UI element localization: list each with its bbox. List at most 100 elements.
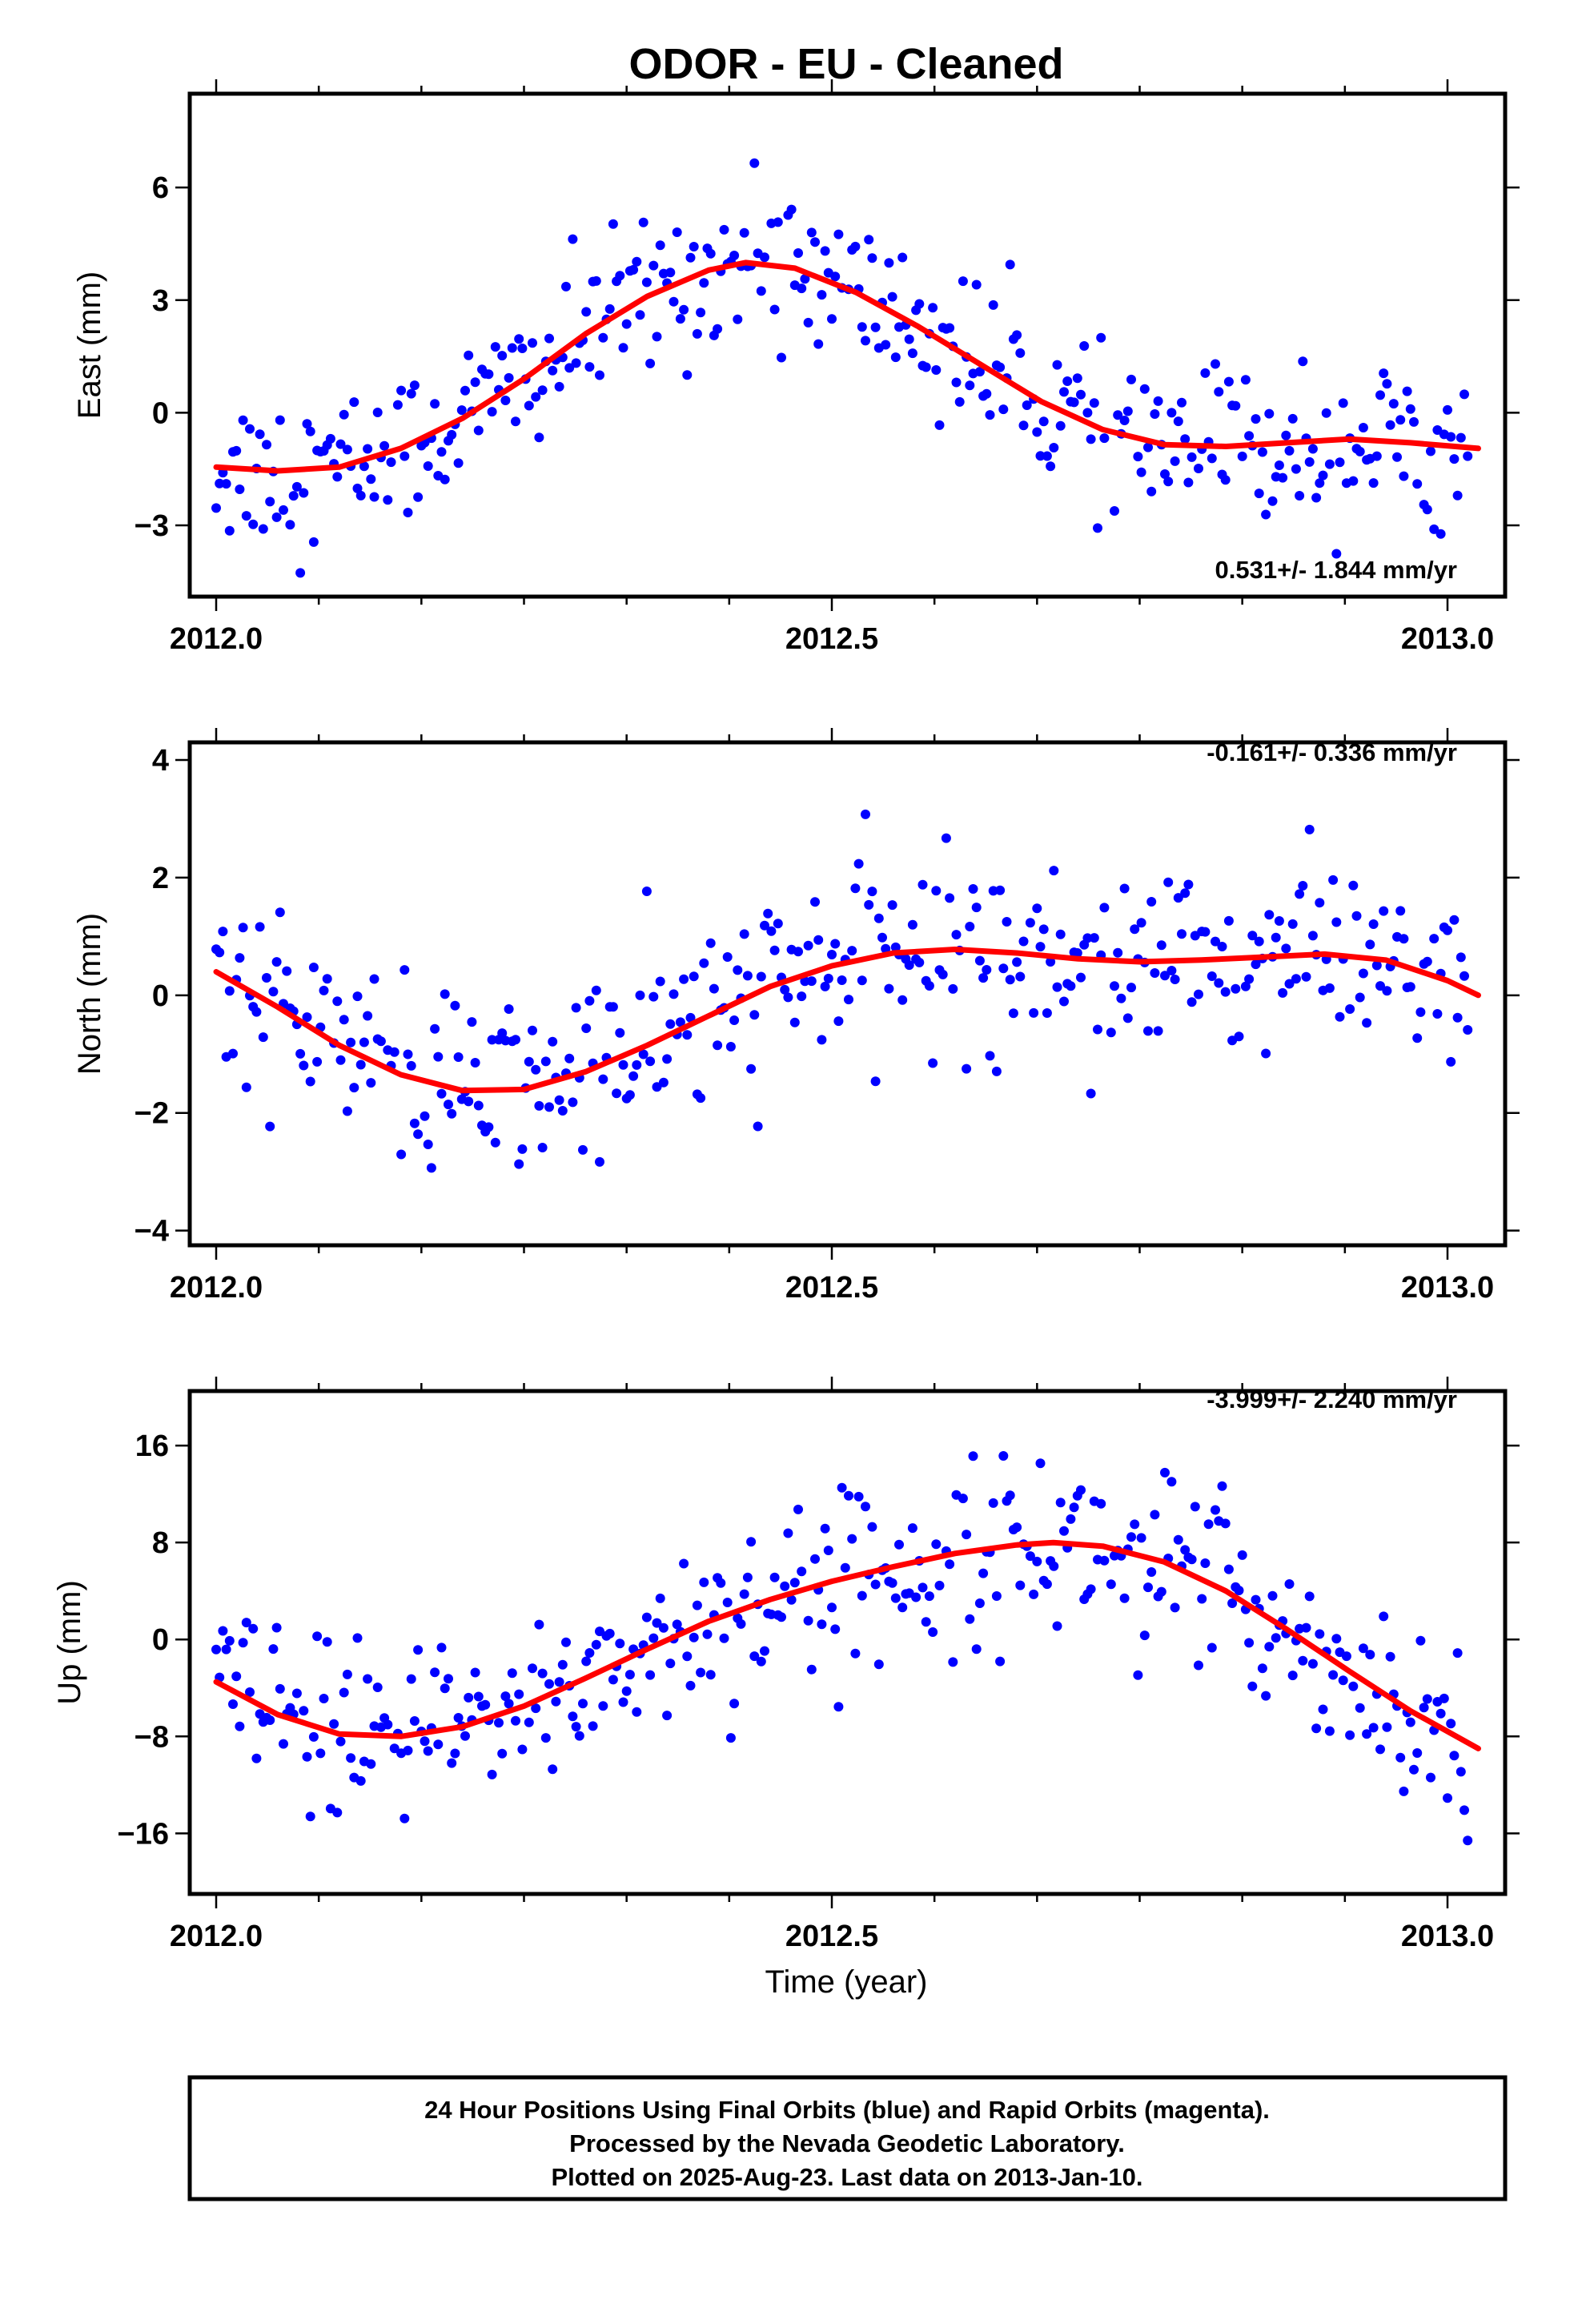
data-point [494,1718,504,1728]
data-point [800,976,810,987]
data-point [612,1088,622,1099]
data-point [1375,981,1385,991]
data-point [369,974,379,984]
data-point [1385,1651,1395,1662]
data-point [1180,1545,1191,1555]
data-point [638,1049,648,1059]
data-point [265,1715,275,1725]
data-point [291,481,302,492]
data-point [241,511,251,521]
data-point [1217,942,1227,951]
data-point [302,1012,312,1023]
data-point [679,304,689,315]
data-point [507,1668,517,1679]
data-point [1059,1526,1069,1536]
y-tick-label: −2 [135,1097,169,1131]
data-point [557,1659,568,1670]
data-point [1066,1514,1076,1524]
data-point [1170,975,1180,984]
data-point [1035,1458,1046,1469]
data-point [568,1711,578,1722]
data-point [857,975,867,986]
data-point [392,400,403,410]
data-point [722,1598,733,1607]
data-point [531,1703,541,1714]
data-point [1156,940,1166,951]
data-point [945,323,955,333]
data-point [514,1159,524,1169]
data-point [1207,971,1217,981]
data-point [789,1017,800,1027]
data-point [400,451,410,461]
data-point [355,1775,366,1786]
data-point [504,372,514,383]
data-point [1220,987,1231,997]
data-point [1385,420,1395,430]
data-point [608,1675,618,1685]
data-point [1358,968,1368,979]
data-point [1197,1594,1207,1604]
x-tick-label: 2013.0 [1401,622,1494,656]
data-point [531,1064,541,1075]
data-point [1348,476,1359,486]
data-point [433,1051,444,1062]
data-point [652,332,662,342]
data-point [271,512,282,522]
data-point [1052,982,1062,992]
x-tick-label: 2012.0 [170,1920,263,1953]
data-point [470,377,480,388]
data-point [248,1623,259,1634]
data-point [403,1049,413,1059]
data-point [1304,1591,1315,1602]
data-point [1086,434,1096,444]
data-point [1122,406,1133,416]
data-point [1449,915,1460,925]
data-point [255,429,265,440]
data-point [500,396,511,405]
data-point [224,1635,235,1646]
data-point [840,1562,850,1573]
data-point [531,392,541,402]
data-point [1375,1744,1385,1755]
data-point [470,1058,480,1068]
data-point [1032,427,1042,437]
data-point [604,1628,615,1638]
data-point [480,1699,491,1710]
data-point [652,1618,662,1628]
data-point [1025,1551,1035,1562]
data-point [907,1523,917,1534]
data-point [396,385,407,396]
data-point [1257,447,1267,457]
data-point [464,1692,474,1703]
data-point [870,322,881,332]
data-point [1133,452,1143,462]
data-point [473,1100,484,1111]
data-point [231,445,242,456]
data-point [581,1023,592,1033]
data-point [705,1670,716,1680]
data-point [444,1674,453,1684]
data-point [406,1060,416,1071]
data-point [830,1624,841,1634]
data-point [1143,442,1153,452]
data-point [948,1657,958,1667]
data-point [1267,1590,1278,1601]
data-point [1362,1729,1372,1739]
data-point [1079,341,1090,351]
data-point [685,1012,696,1023]
data-point [1371,451,1382,461]
scatter-points [211,809,1473,1173]
data-point [1331,917,1342,927]
data-point [1298,881,1308,891]
data-point [312,1056,323,1067]
data-point [221,479,231,489]
data-point [1284,1579,1295,1589]
data-point [1388,399,1399,409]
data-point [1211,936,1220,947]
data-point [655,976,665,987]
data-point [1180,888,1191,899]
data-point [1052,360,1062,370]
data-point [453,458,464,468]
data-point [578,1699,588,1709]
data-point [1186,1554,1197,1565]
